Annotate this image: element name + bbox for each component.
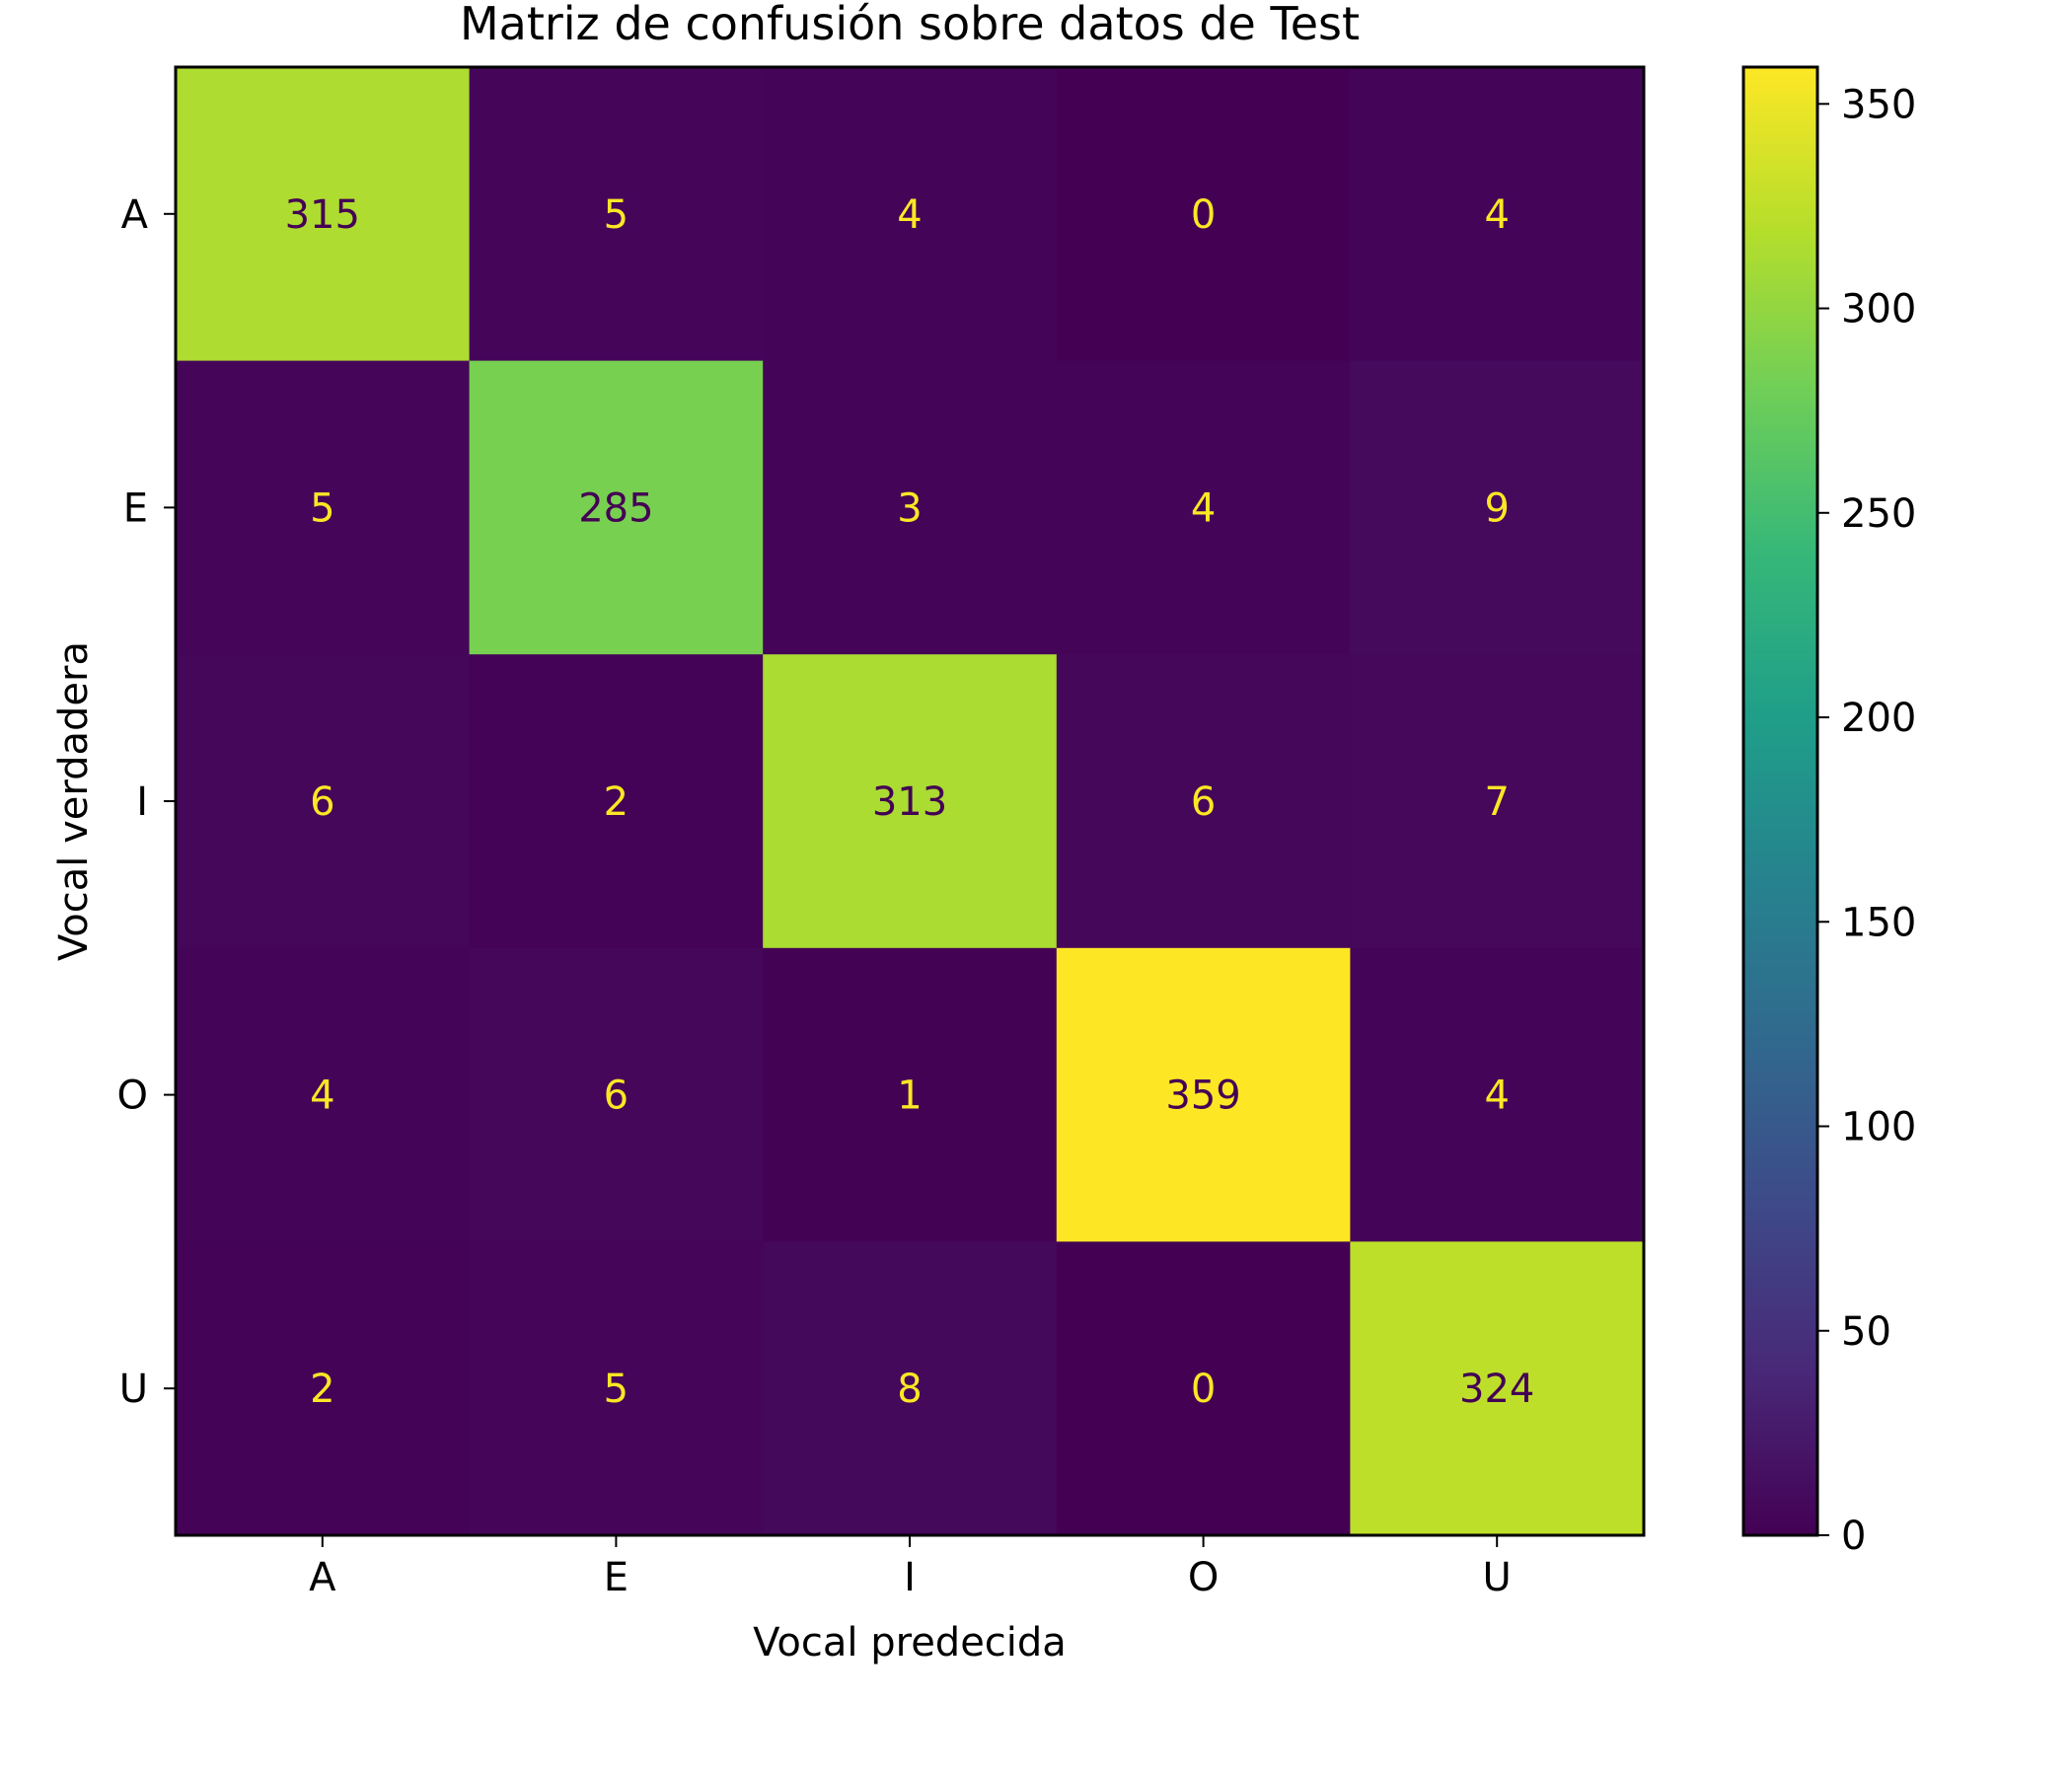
cell-value-label: 0 bbox=[1191, 192, 1216, 238]
colorbar bbox=[1741, 65, 1819, 1537]
y-tick-label: E bbox=[123, 485, 148, 531]
heatmap-cell bbox=[469, 67, 764, 362]
colorbar-tick-label: 200 bbox=[1841, 696, 1916, 741]
colorbar-ticks: 0 50 100 150 200 250 300 350 bbox=[1817, 82, 1916, 1559]
heatmap-cell bbox=[176, 360, 471, 655]
colorbar-tick-label: 300 bbox=[1841, 287, 1916, 333]
heatmap-cell bbox=[1350, 654, 1645, 949]
x-tick-label: I bbox=[904, 1555, 916, 1600]
cell-value-label: 359 bbox=[1165, 1073, 1240, 1119]
x-tick-label: O bbox=[1188, 1555, 1219, 1600]
colorbar-tick-label: 150 bbox=[1841, 900, 1916, 945]
heatmap-cell bbox=[1350, 1241, 1645, 1536]
heatmap-cells bbox=[176, 67, 1645, 1536]
heatmap-cell bbox=[469, 1241, 764, 1536]
y-tick-label: U bbox=[119, 1367, 148, 1412]
heatmap-cell bbox=[763, 1241, 1058, 1536]
cell-value-label: 285 bbox=[578, 485, 653, 531]
colorbar-tick-label: 250 bbox=[1841, 491, 1916, 537]
chart-title: Matriz de confusión sobre datos de Test bbox=[460, 0, 1360, 50]
x-tick-label: A bbox=[309, 1555, 336, 1600]
cell-value-label: 9 bbox=[1484, 485, 1509, 531]
cell-value-label: 0 bbox=[1191, 1367, 1216, 1412]
heatmap-cell bbox=[176, 947, 471, 1242]
y-axis-ticks: A E I O U bbox=[117, 192, 176, 1412]
heatmap-cell bbox=[1350, 360, 1645, 655]
cell-value-label: 4 bbox=[1191, 485, 1216, 531]
cell-value-label: 6 bbox=[310, 779, 334, 825]
cell-value-label: 4 bbox=[1484, 192, 1509, 238]
cell-value-label: 6 bbox=[604, 1073, 629, 1119]
cell-value-label: 4 bbox=[310, 1073, 334, 1119]
cell-value-label: 5 bbox=[604, 192, 629, 238]
heatmap-cell bbox=[1056, 360, 1351, 655]
cell-value-label: 315 bbox=[285, 192, 360, 238]
cell-value-label: 6 bbox=[1191, 779, 1216, 825]
colorbar-tick-label: 350 bbox=[1841, 82, 1916, 127]
heatmap-cell bbox=[763, 654, 1058, 949]
cell-value-label: 7 bbox=[1484, 779, 1509, 825]
heatmap-cell bbox=[469, 360, 764, 655]
cell-value-label: 1 bbox=[897, 1073, 922, 1119]
cell-value-label: 2 bbox=[604, 779, 629, 825]
y-axis-label: Vocal verdadera bbox=[51, 641, 97, 961]
cell-value-label: 5 bbox=[310, 485, 334, 531]
cell-value-label: 313 bbox=[872, 779, 947, 825]
colorbar-tick-label: 0 bbox=[1841, 1514, 1866, 1559]
heatmap-cell bbox=[1056, 1241, 1351, 1536]
heatmap-cell bbox=[176, 67, 471, 362]
heatmap-cell bbox=[763, 360, 1058, 655]
cell-value-labels: 315 5 4 0 4 5 285 3 4 9 6 2 313 6 7 4 6 1 359 4 2 5 8 0 324 bbox=[285, 192, 1535, 1412]
heatmap-cell bbox=[176, 654, 471, 949]
heatmap-cell bbox=[1056, 654, 1351, 949]
heatmap-cell bbox=[1350, 947, 1645, 1242]
heatmap-cell bbox=[469, 947, 764, 1242]
heatmap-cell bbox=[469, 654, 764, 949]
heatmap-cell bbox=[763, 947, 1058, 1242]
cell-value-label: 324 bbox=[1459, 1367, 1534, 1412]
x-tick-label: U bbox=[1483, 1555, 1512, 1600]
y-tick-label: O bbox=[117, 1073, 148, 1119]
x-tick-label: E bbox=[604, 1555, 629, 1600]
colorbar-tick-label: 100 bbox=[1841, 1105, 1916, 1150]
heatmap-cell bbox=[1350, 67, 1645, 362]
heatmap-cell bbox=[1056, 947, 1351, 1242]
cell-value-label: 4 bbox=[897, 192, 922, 238]
heatmap-cell bbox=[763, 67, 1058, 362]
heatmap-cell bbox=[1056, 67, 1351, 362]
colorbar-tick-label: 50 bbox=[1841, 1309, 1891, 1355]
cell-value-label: 5 bbox=[604, 1367, 629, 1412]
cell-value-label: 4 bbox=[1484, 1073, 1509, 1119]
heatmap-cell bbox=[176, 1241, 471, 1536]
y-tick-label: I bbox=[136, 779, 148, 825]
cell-value-label: 2 bbox=[310, 1367, 334, 1412]
x-axis-label: Vocal predecida bbox=[753, 1620, 1067, 1665]
cell-value-label: 8 bbox=[897, 1367, 922, 1412]
cell-value-label: 3 bbox=[897, 485, 922, 531]
y-tick-label: A bbox=[121, 192, 149, 238]
